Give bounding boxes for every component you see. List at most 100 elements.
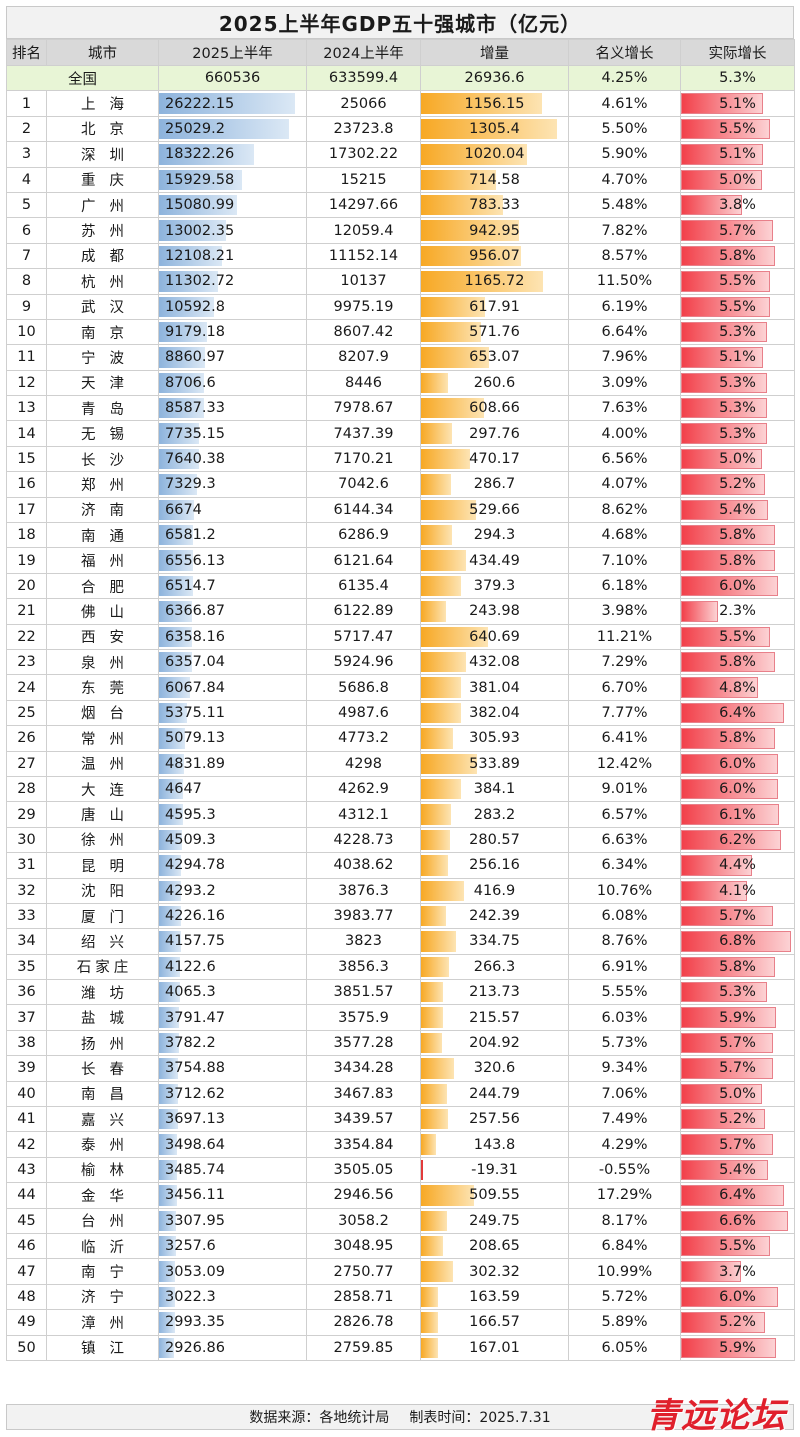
city-cell: 金华 bbox=[46, 1182, 159, 1209]
nominal-growth-cell-text: 8.62% bbox=[601, 501, 648, 518]
gdp-2025-cell: 4831.89 bbox=[158, 750, 307, 777]
gdp-2024-cell: 5686.8 bbox=[306, 674, 421, 701]
gdp-2025-cell: 4509.3 bbox=[158, 826, 307, 854]
city-cell: 温州 bbox=[46, 750, 159, 777]
rank-cell: 22 bbox=[6, 623, 47, 650]
nominal-growth-cell-text: 6.64% bbox=[601, 324, 648, 341]
city-cell: 南通 bbox=[46, 522, 159, 549]
city-cell: 北京 bbox=[46, 115, 159, 143]
gdp-2025-cell-bar bbox=[159, 1185, 177, 1206]
gdp-2024-cell-text: 8207.9 bbox=[338, 349, 389, 366]
city-cell: 漳州 bbox=[46, 1309, 159, 1336]
real-growth-cell-bar bbox=[681, 499, 769, 521]
rank-cell-text: 48 bbox=[17, 1288, 36, 1305]
table-row: 47 南宁 3053.09 2750.77 302.32 10.99% 3.7% bbox=[6, 1258, 795, 1285]
gdp-2025-cell-bar bbox=[159, 271, 218, 292]
gdp-2024-cell-text: 2826.78 bbox=[333, 1314, 394, 1331]
gdp-2024-cell: 3856.3 bbox=[306, 953, 421, 981]
real-growth-cell-bar bbox=[681, 753, 778, 774]
city-cell: 南昌 bbox=[46, 1080, 159, 1108]
city-cell-text: 无锡 bbox=[81, 427, 138, 444]
city-cell-text: 西安 bbox=[81, 630, 138, 647]
gdp-2024-cell-text: 25066 bbox=[340, 95, 387, 112]
rank-cell: 2 bbox=[6, 115, 47, 143]
real-growth-cell: 5.4% bbox=[680, 496, 795, 524]
gdp-2024-cell-text: 3439.57 bbox=[333, 1111, 394, 1128]
increase-cell-text: 571.76 bbox=[469, 324, 520, 341]
nominal-growth-cell-text: 5.89% bbox=[601, 1314, 648, 1331]
real-growth-cell-bar bbox=[681, 1058, 773, 1079]
gdp-2024-cell-text: 4038.62 bbox=[333, 857, 394, 874]
nominal-growth-cell-text: 4.07% bbox=[601, 476, 648, 493]
rank-cell-text: 49 bbox=[17, 1314, 36, 1331]
increase-cell: 956.07 bbox=[420, 242, 569, 270]
real-growth-cell-bar bbox=[681, 1032, 773, 1054]
gdp-2025-cell-bar bbox=[159, 220, 227, 241]
gdp-2025-cell-text: 4294.78 bbox=[165, 857, 225, 874]
real-growth-cell: 5.8% bbox=[680, 522, 795, 549]
city-cell: 深圳 bbox=[46, 141, 159, 168]
gdp-2025-cell-text: 25029.2 bbox=[165, 120, 225, 137]
rank-cell-text: 7 bbox=[21, 247, 32, 264]
increase-cell-bar bbox=[421, 372, 449, 394]
gdp-2025-cell-bar bbox=[159, 144, 255, 165]
gdp-2024-cell-text: 4262.9 bbox=[338, 781, 389, 798]
real-growth-cell-bar bbox=[681, 829, 782, 851]
increase-cell-bar bbox=[421, 271, 543, 292]
nominal-growth-cell: 11.50% bbox=[568, 268, 681, 295]
city-cell: 郑州 bbox=[46, 471, 159, 498]
nominal-growth-cell-text: 6.03% bbox=[601, 1009, 648, 1026]
footer: 数据来源：各地统计局 制表时间：2025.7.31 bbox=[6, 1404, 794, 1430]
real-growth-cell: 5.3% bbox=[680, 979, 795, 1006]
gdp-2025-cell-bar bbox=[159, 1261, 175, 1282]
real-growth-cell-text: 5.8% bbox=[719, 247, 756, 264]
nominal-growth-cell: 6.05% bbox=[568, 1334, 681, 1361]
increase-cell-text: 243.98 bbox=[469, 603, 520, 620]
city-cell: 南京 bbox=[46, 318, 159, 346]
increase-cell: 509.55 bbox=[420, 1182, 569, 1209]
city-cell: 扬州 bbox=[46, 1029, 159, 1057]
table-row: 1 上海 26222.15 25066 1156.15 4.61% 5.1% bbox=[6, 90, 795, 117]
gdp-2024-cell: 3575.9 bbox=[306, 1004, 421, 1031]
gdp-2024-cell: 12059.4 bbox=[306, 217, 421, 244]
rank-cell-text: 24 bbox=[17, 679, 36, 696]
gdp-2025-cell-bar bbox=[159, 93, 296, 114]
gdp-2024-cell-text: 5924.96 bbox=[333, 654, 394, 671]
city-cell: 佛山 bbox=[46, 598, 159, 625]
city-cell: 无锡 bbox=[46, 420, 159, 447]
gdp-2024-cell-text: 6121.64 bbox=[333, 552, 394, 569]
rank-cell-text: 42 bbox=[17, 1136, 36, 1153]
gdp-2025-cell: 3697.13 bbox=[158, 1106, 307, 1133]
gdp-2025-cell-text: 8706.6 bbox=[165, 374, 216, 391]
city-cell: 西安 bbox=[46, 623, 159, 650]
gdp-2025-cell-text: 7735.15 bbox=[165, 425, 225, 442]
gdp-2025-cell: 2993.35 bbox=[158, 1309, 307, 1336]
gdp-2025-cell: 3791.47 bbox=[158, 1004, 307, 1031]
increase-cell: 640.69 bbox=[420, 623, 569, 650]
nation-real: 5.3% bbox=[680, 64, 795, 92]
rank-cell: 1 bbox=[6, 90, 47, 117]
city-cell-text: 台州 bbox=[81, 1214, 138, 1231]
increase-cell: 1165.72 bbox=[420, 268, 569, 295]
nominal-growth-cell: 3.09% bbox=[568, 369, 681, 397]
increase-cell-bar bbox=[421, 905, 447, 927]
gdp-2025-cell-text: 3498.64 bbox=[165, 1136, 225, 1153]
gdp-2025-cell-bar bbox=[159, 1007, 179, 1028]
increase-cell: 302.32 bbox=[420, 1258, 569, 1285]
gdp-2025-cell-bar bbox=[159, 1083, 179, 1105]
gdp-2025-cell-bar bbox=[159, 525, 194, 546]
nominal-growth-cell-text: 5.48% bbox=[601, 197, 648, 214]
gdp-2025-cell: 3498.64 bbox=[158, 1131, 307, 1158]
nominal-growth-cell-text: 6.84% bbox=[601, 1238, 648, 1255]
real-growth-cell-bar bbox=[681, 728, 775, 749]
city-cell: 徐州 bbox=[46, 826, 159, 854]
table-row: 8 杭州 11302.72 10137 1165.72 11.50% 5.5% bbox=[6, 268, 795, 295]
nominal-growth-cell: 5.50% bbox=[568, 115, 681, 143]
increase-cell: 1156.15 bbox=[420, 90, 569, 117]
increase-cell-text: 256.16 bbox=[469, 857, 520, 874]
gdp-2025-cell-bar bbox=[159, 677, 191, 698]
gdp-2025-cell-bar bbox=[159, 550, 194, 571]
city-cell: 成都 bbox=[46, 242, 159, 270]
increase-cell-text: 379.3 bbox=[473, 578, 516, 594]
rank-cell-text: 39 bbox=[17, 1060, 36, 1077]
